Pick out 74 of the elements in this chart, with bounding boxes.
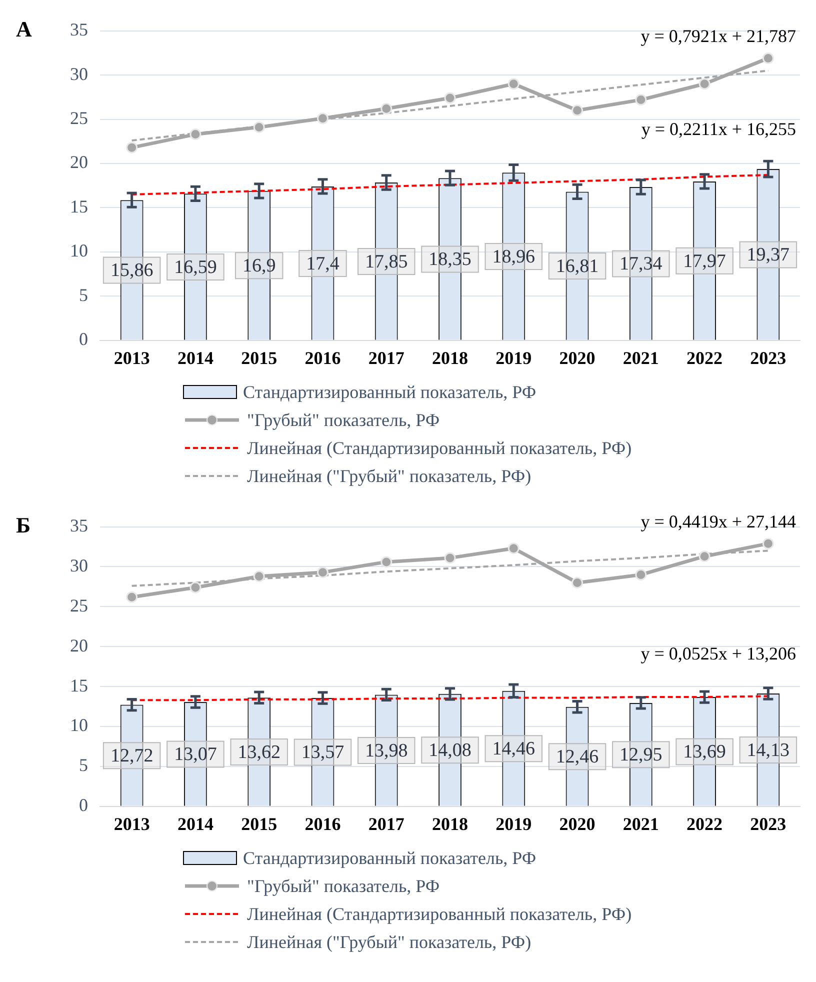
data-label: 15,86 [110, 260, 154, 282]
y-tick-label: 5 [79, 284, 88, 305]
legend-label: Линейная (Стандартизированный показатель, РФ) [247, 437, 632, 460]
x-tick-label: 2020 [559, 348, 596, 368]
y-tick-label: 35 [70, 20, 88, 40]
x-tick-label: 2016 [304, 348, 341, 368]
data-label: 13,69 [683, 742, 726, 763]
x-tick-label: 2022 [686, 348, 723, 368]
y-tick-label: 30 [70, 64, 88, 84]
legend-label: Линейная ("Грубый" показатель, РФ) [247, 465, 532, 488]
x-tick-label: 2021 [622, 348, 659, 368]
legend-label: Линейная ("Грубый" показатель, РФ) [247, 931, 532, 954]
annotation: y = 0,2211x + 16,255 [641, 118, 796, 139]
x-tick-label: 2017 [368, 348, 404, 368]
x-tick-label: 2018 [432, 814, 468, 834]
legend-label: Стандартизированный показатель, РФ [243, 847, 536, 870]
y-tick-label: 20 [70, 152, 88, 172]
data-label: 16,59 [174, 257, 217, 278]
legend-label: "Грубый" показатель, РФ [247, 409, 440, 432]
y-tick-label: 30 [70, 555, 88, 576]
data-label: 17,97 [683, 250, 726, 272]
data-label: 13,62 [238, 742, 280, 763]
data-label: 18,35 [428, 249, 472, 270]
data-label: 17,85 [364, 251, 408, 272]
data-label: 13,98 [364, 740, 408, 762]
annotation: y = 0,7921x + 21,787 [640, 26, 796, 46]
legend-label: Линейная (Стандартизированный показатель, РФ) [247, 903, 632, 926]
x-tick-label: 2015 [241, 814, 278, 834]
x-tick-label: 2014 [177, 814, 214, 834]
data-label: 13,57 [301, 742, 344, 764]
y-tick-label: 15 [70, 196, 88, 216]
annotation: y = 0,0525x + 13,206 [640, 643, 796, 664]
x-tick-label: 2015 [241, 348, 278, 368]
y-tick-label: 10 [70, 240, 88, 261]
legend-label: Стандартизированный показатель, РФ [243, 381, 536, 404]
y-tick-label: 25 [70, 108, 88, 128]
data-label: 17,34 [620, 254, 663, 275]
y-tick-label: 0 [79, 795, 88, 816]
chart-title: А [16, 16, 32, 42]
x-tick-label: 2013 [114, 814, 150, 834]
y-tick-label: 5 [79, 755, 88, 776]
y-tick-label: 15 [70, 675, 88, 696]
annotation: y = 0,4419x + 27,144 [640, 511, 796, 532]
x-tick-label: 2014 [177, 348, 214, 368]
x-tick-label: 2013 [114, 348, 150, 368]
data-label: 12,72 [110, 746, 154, 767]
data-label: 17,4 [306, 253, 340, 274]
data-label: 12,46 [556, 746, 599, 768]
data-label: 14,08 [428, 740, 472, 762]
x-tick-label: 2020 [559, 814, 596, 834]
x-tick-label: 2023 [750, 348, 786, 368]
x-tick-label: 2019 [496, 348, 532, 368]
data-label: 16,81 [556, 256, 599, 278]
data-label: 14,46 [492, 738, 536, 760]
y-tick-label: 0 [79, 329, 88, 350]
data-label: 13,07 [174, 744, 217, 766]
x-tick-label: 2016 [304, 814, 341, 834]
y-tick-label: 10 [70, 715, 88, 736]
y-tick-label: 25 [70, 595, 88, 616]
x-tick-label: 2022 [686, 814, 723, 834]
data-label: 16,9 [242, 256, 276, 277]
x-tick-label: 2018 [432, 348, 468, 368]
x-tick-label: 2021 [622, 814, 659, 834]
data-label: 18,96 [492, 246, 536, 268]
legend-label: "Грубый" показатель, РФ [247, 875, 440, 898]
data-label: 14,13 [746, 740, 790, 761]
chart-title: Б [16, 512, 31, 538]
x-tick-label: 2019 [496, 814, 532, 834]
data-label: 12,95 [620, 744, 662, 766]
y-tick-label: 35 [70, 516, 88, 536]
data-label: 19,37 [746, 244, 790, 266]
x-tick-label: 2023 [750, 814, 786, 834]
x-tick-label: 2017 [368, 814, 404, 834]
y-tick-label: 20 [70, 635, 88, 656]
